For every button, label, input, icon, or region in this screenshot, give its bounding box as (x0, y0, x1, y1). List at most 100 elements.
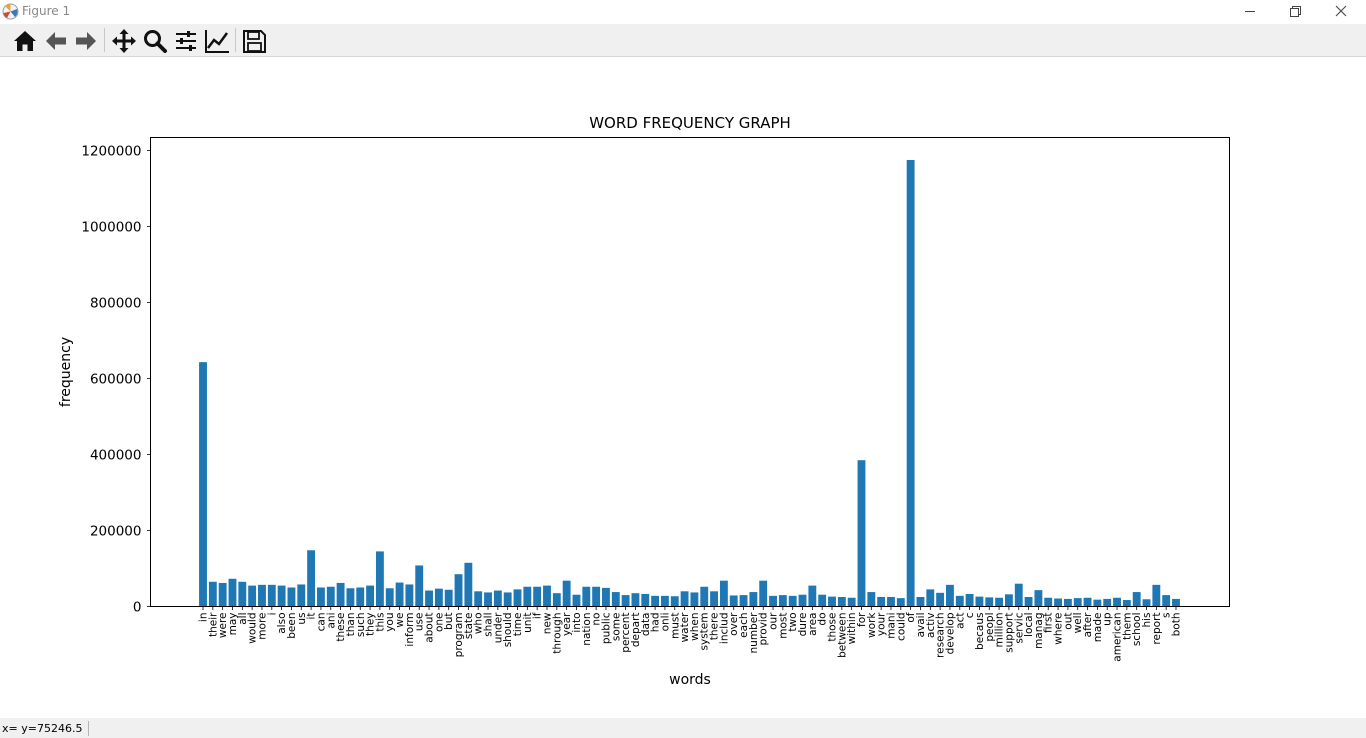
bar (759, 580, 768, 607)
x-tick-label: should (502, 613, 514, 648)
x-tick-label: such (355, 613, 367, 638)
x-tick-label: avail (915, 613, 927, 638)
bar (778, 595, 787, 607)
bar (346, 588, 355, 607)
x-tick-label: onli (659, 613, 671, 632)
x-tick-label: american (1112, 613, 1124, 662)
status-divider (88, 721, 89, 736)
bar (690, 592, 699, 607)
home-icon[interactable] (11, 27, 39, 55)
x-tick-label: public (600, 612, 612, 644)
bar (1142, 599, 1151, 607)
x-tick-label: million (994, 613, 1006, 648)
x-tick-label: been (286, 613, 298, 639)
bar (729, 595, 738, 607)
x-tick-label: must (669, 613, 681, 639)
bar (267, 584, 276, 607)
x-tick-label: new (541, 612, 553, 634)
edit-axis-curve-icon[interactable] (203, 27, 231, 55)
bar (454, 574, 463, 607)
bar (965, 593, 974, 607)
back-arrow-icon[interactable] (42, 27, 70, 55)
x-tick-label: we (394, 613, 406, 628)
bar (258, 584, 266, 607)
bar (199, 362, 207, 607)
zoom-magnifier-icon[interactable] (141, 27, 169, 55)
subplots-config-icon[interactable] (172, 27, 200, 55)
x-tick-label: first (1043, 613, 1055, 634)
x-tick-label: for (856, 612, 868, 627)
bar (955, 595, 964, 607)
save-disk-icon[interactable] (240, 27, 268, 55)
window-title: Figure 1 (22, 4, 71, 18)
x-tick-label: both (1171, 613, 1183, 637)
x-tick-label: between (836, 613, 848, 658)
bar (395, 582, 404, 607)
bar (1122, 600, 1131, 607)
x-tick-label: manag (1033, 613, 1045, 649)
bar (749, 592, 758, 607)
x-tick-label: some (610, 613, 622, 642)
x-tick-label: area (807, 613, 819, 636)
restore-button[interactable] (1272, 0, 1318, 24)
x-tick-label: under (492, 612, 504, 643)
bar (228, 578, 237, 607)
x-tick-label: report (1151, 613, 1163, 645)
minimize-button[interactable] (1227, 0, 1273, 24)
bar (375, 551, 384, 607)
x-tick-label: ani (325, 613, 337, 629)
x-tick-label: state (463, 613, 475, 640)
bar (602, 587, 610, 607)
x-tick-label: percent (620, 613, 632, 653)
bar (1152, 584, 1161, 607)
x-tick-label: research (935, 613, 947, 658)
bar (1014, 583, 1023, 607)
bar (385, 588, 394, 607)
x-tick-label: unit (522, 613, 534, 633)
forward-arrow-icon[interactable] (72, 27, 100, 55)
y-tick-label: 600000 (90, 372, 142, 388)
bar (1034, 590, 1043, 607)
pan-move-icon[interactable] (110, 27, 138, 55)
bar (513, 589, 522, 607)
x-tick-label: support (1003, 613, 1015, 653)
x-tick-label: servic (1013, 612, 1025, 643)
bar (661, 595, 669, 607)
x-tick-label: act (954, 613, 966, 629)
bar (896, 598, 905, 607)
bar (464, 562, 473, 607)
bar (523, 586, 532, 607)
bar (1054, 598, 1062, 607)
bar (208, 581, 217, 607)
x-tick-label: in (198, 613, 210, 623)
x-tick-label: this (374, 613, 386, 632)
x-tick-label: inform (404, 613, 416, 647)
bar (680, 591, 689, 607)
figure-canvas[interactable]: WORD FREQUENCY GRAPH 0 200000 400000 600000… (0, 57, 1366, 718)
y-tick-label: 400000 (90, 448, 142, 464)
close-window-button[interactable] (1318, 0, 1364, 24)
bar (552, 593, 561, 607)
x-tick-label: most (777, 613, 789, 639)
x-tick-label: s (1161, 613, 1173, 618)
bar (277, 585, 286, 607)
x-tick-label: there (709, 613, 721, 641)
y-tick-label: 1000000 (81, 220, 141, 236)
bar (1073, 598, 1082, 607)
x-tick-label: when (689, 613, 701, 641)
x-tick-label: more (256, 613, 268, 640)
bar (444, 589, 453, 607)
x-tick-label: all (237, 613, 249, 625)
bar (1093, 599, 1102, 607)
x-tick-label: includ (718, 613, 730, 645)
y-tick-label: 1200000 (81, 144, 141, 160)
matplotlib-app-icon (2, 3, 19, 20)
bar (1132, 592, 1141, 607)
x-tick-label: over (728, 612, 740, 636)
bar (307, 550, 316, 607)
bar (238, 581, 247, 607)
bar (543, 585, 551, 607)
x-tick-label: activ (925, 613, 937, 638)
x-tick-label: may (227, 613, 239, 636)
x-tick-label: develop (944, 612, 956, 654)
